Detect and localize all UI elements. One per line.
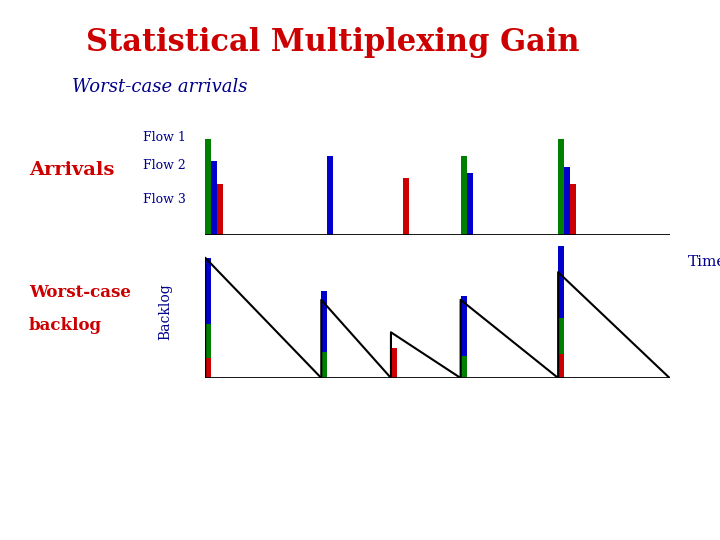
Text: Worst-case: Worst-case [29, 284, 130, 300]
Text: Time: Time [688, 254, 720, 268]
Bar [461, 156, 467, 235]
Bar [328, 156, 333, 235]
Text: backlog: backlog [29, 316, 102, 334]
Text: Backlog: Backlog [158, 284, 173, 340]
Bar [558, 354, 564, 378]
Bar [321, 352, 328, 378]
Bar [217, 184, 223, 235]
Bar [564, 167, 570, 235]
Bar [558, 240, 564, 318]
Text: Worst-case arrivals: Worst-case arrivals [72, 78, 248, 96]
Bar [461, 296, 467, 356]
Bar [321, 292, 328, 352]
Bar [205, 258, 211, 324]
Bar [211, 161, 217, 235]
Bar [205, 324, 211, 357]
Bar [570, 184, 576, 235]
Bar [558, 139, 564, 235]
Bar [558, 318, 564, 354]
Text: Flow 3: Flow 3 [143, 193, 186, 206]
Bar [467, 173, 473, 235]
Text: Arrivals: Arrivals [29, 160, 114, 179]
Bar [205, 139, 211, 235]
Text: Flow 2: Flow 2 [143, 159, 185, 172]
Text: Statistical Multiplexing Gain: Statistical Multiplexing Gain [86, 27, 580, 58]
Bar [391, 348, 397, 378]
Bar [461, 356, 467, 378]
Bar [403, 178, 409, 235]
Text: Flow 1: Flow 1 [143, 131, 186, 144]
Bar [205, 357, 211, 378]
